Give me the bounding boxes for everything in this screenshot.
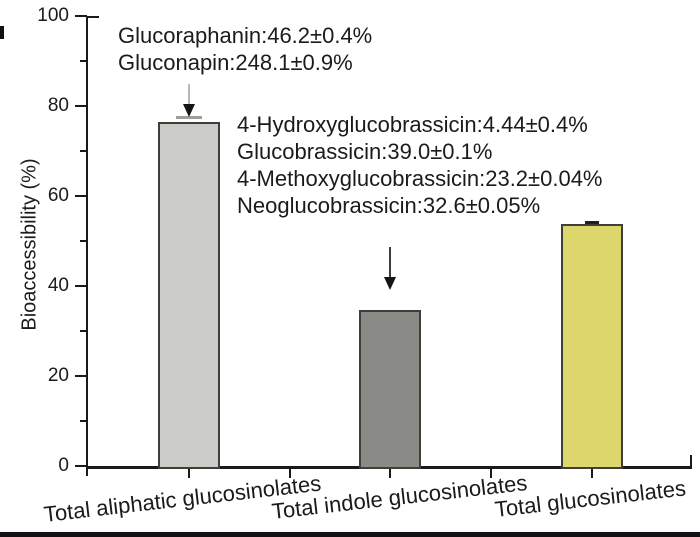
y-tick-label: 80 [47,95,69,116]
x-tick [389,469,391,478]
arrow-stem [188,84,190,104]
figure-bottom-border [0,532,700,537]
annotation-line: Gluconapin:248.1±0.9% [118,50,353,75]
y-tick-label: 60 [47,185,69,206]
y-tick-label: 20 [47,365,69,386]
y-major-tick [75,105,87,107]
bar-total-indole-glucosinolates [359,309,421,469]
y-minor-tick [80,60,87,62]
x-tick [289,469,291,478]
edge-artifact [0,26,4,39]
y-axis-title: Bioaccessibility (%) [18,158,41,331]
annotation-line: Neoglucobrassicin:32.6±0.05% [237,193,541,218]
annotation-line: 4-Hydroxyglucobrassicin:4.44±0.4% [237,112,588,137]
bar-total-aliphatic-glucosinolates [158,121,220,469]
annotation-line: Glucobrassicin:39.0±0.1% [237,139,493,164]
y-tick-label: 40 [47,275,69,296]
y-major-tick [75,375,87,377]
annotation-line: 4-Methoxyglucobrassicin:23.2±0.04% [237,166,603,191]
x-tick [490,469,492,478]
y-tick-label: 100 [37,5,69,26]
error-bar-cap [585,221,599,225]
annotation-line: Glucoraphanin:46.2±0.4% [118,23,373,48]
arrow-stem [389,247,391,277]
y-axis-end-cap [87,16,99,18]
y-major-tick [75,465,87,467]
y-major-tick [75,15,87,17]
y-minor-tick [80,330,87,332]
arrow-down-icon [183,104,195,117]
y-minor-tick [80,420,87,422]
y-major-tick [75,195,87,197]
y-minor-tick [80,240,87,242]
x-axis-end-cap [690,455,692,466]
y-axis-line [86,16,88,476]
y-tick-label: 0 [58,455,69,476]
arrow-down-icon [384,277,396,290]
y-major-tick [75,285,87,287]
x-tick [591,469,593,478]
annotation-aliphatic-block: Glucoraphanin:46.2±0.4% Gluconapin:248.1… [118,22,372,76]
bar-total-glucosinolates [561,223,623,469]
annotation-indole-block: 4-Hydroxyglucobrassicin:4.44±0.4% Glucob… [237,111,603,219]
y-minor-tick [80,150,87,152]
x-tick [188,469,190,478]
error-bar-cap [176,116,202,120]
